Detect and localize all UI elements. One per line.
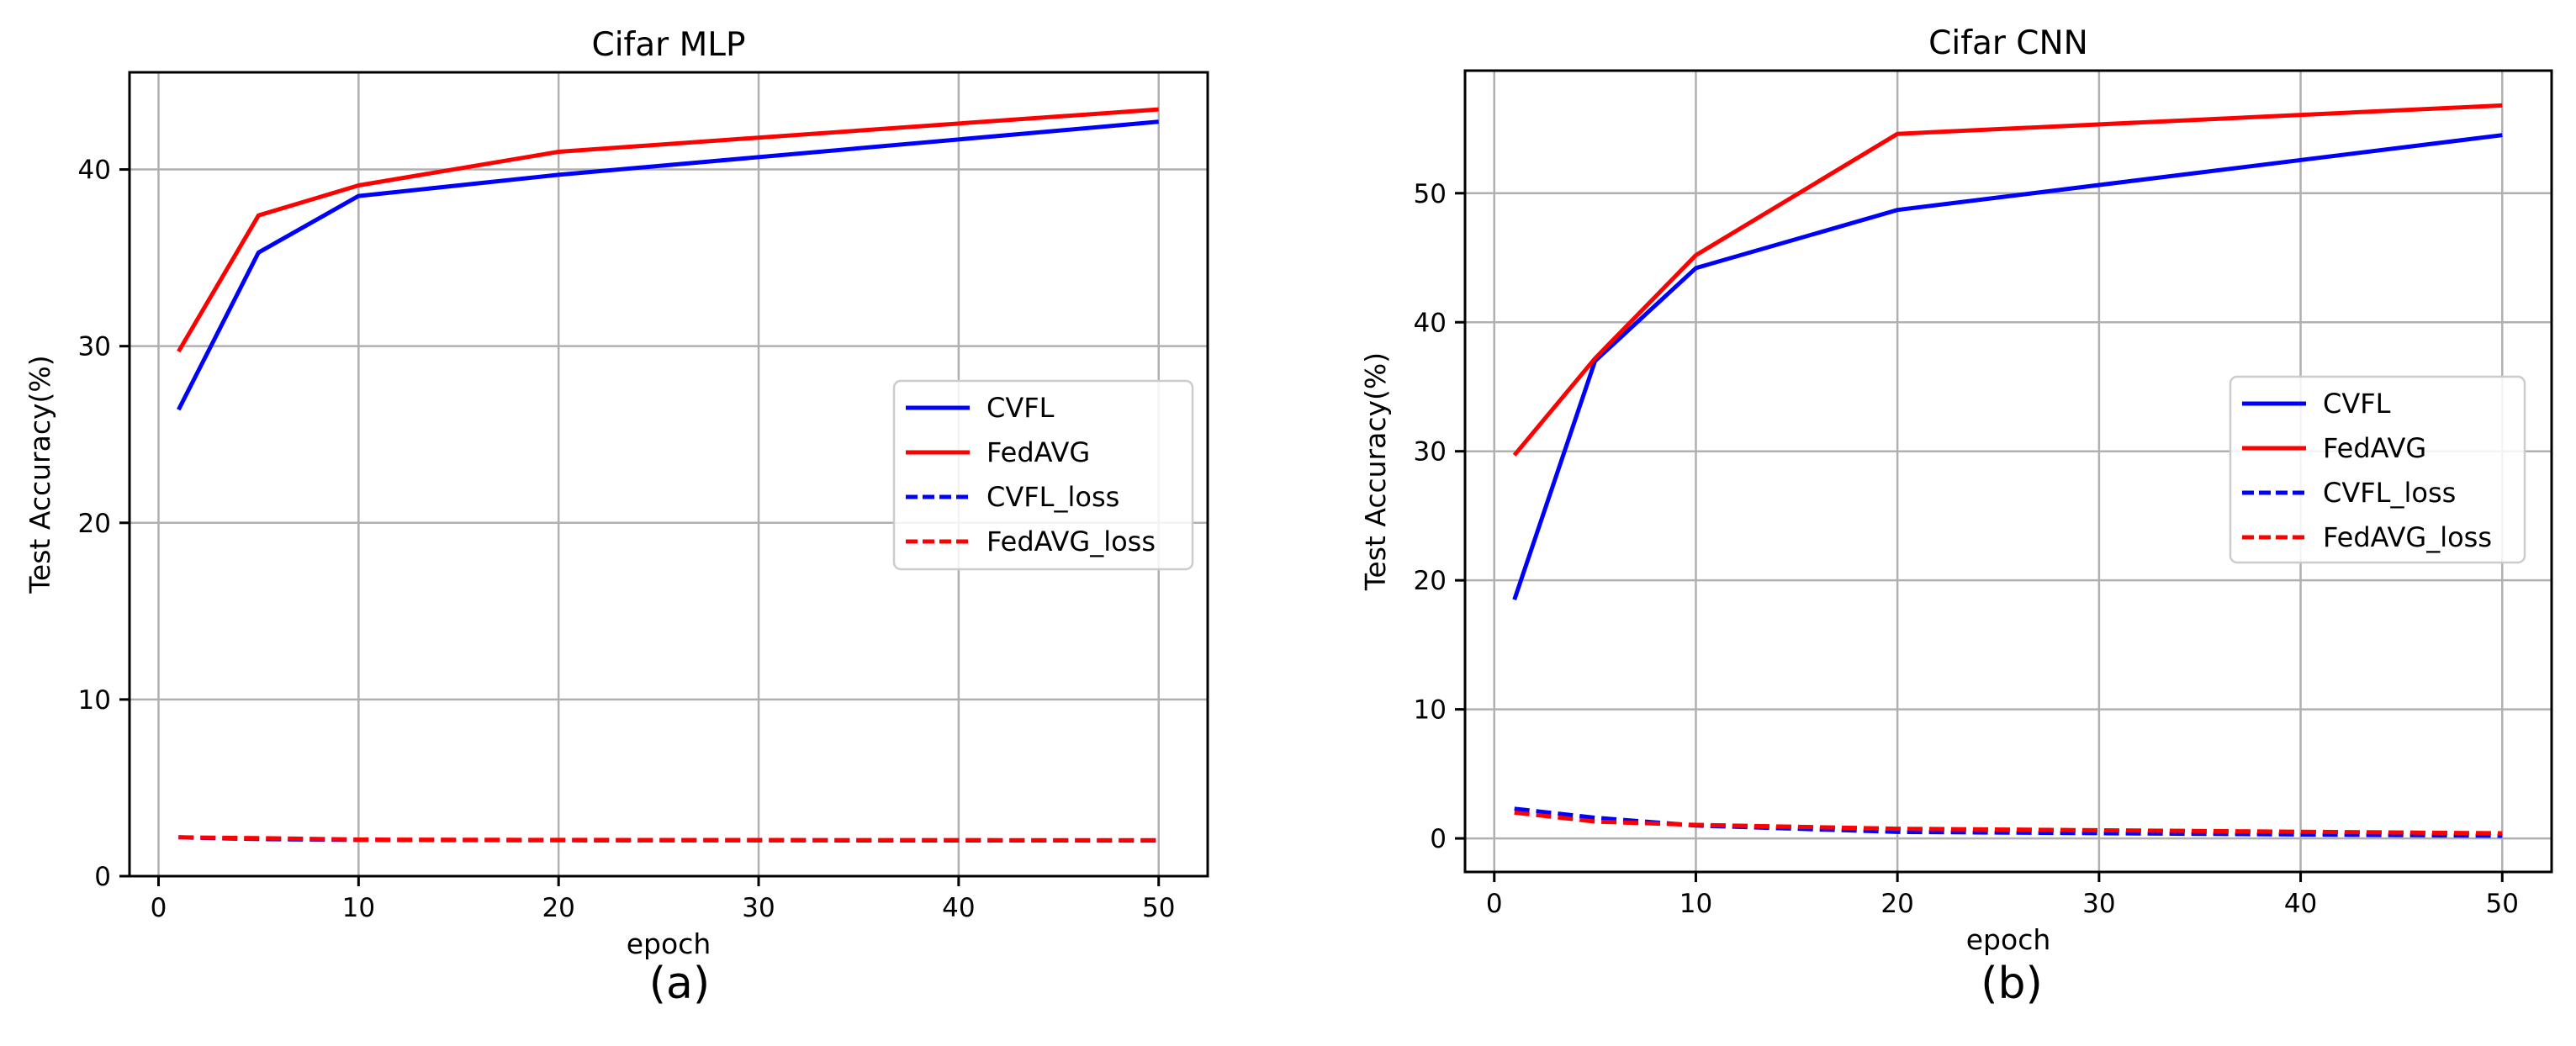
chart-b: 0 10 20 30 40 50 0 10 20 30 40 50 Cifar CNN epoch Test… (1359, 24, 2553, 956)
y-tick-label: 20 (1414, 566, 1447, 596)
x-tick-label: 20 (542, 893, 574, 923)
chart-a: 0 10 20 30 40 50 0 10 20 30 40 Cifar MLP epoch Test A… (24, 26, 1209, 960)
series-line-cvfl (1512, 133, 2503, 601)
series-line-cvfl (177, 119, 1159, 411)
y-tick-label: 10 (78, 685, 111, 716)
series-line-fedavg-loss (1514, 810, 2503, 836)
y-axis-label: Test Accuracy(%) (1359, 352, 1392, 591)
y-tick-label: 30 (1414, 437, 1447, 468)
x-tick-label: 10 (1679, 889, 1712, 919)
axes-frame (128, 71, 1209, 878)
legend-label: FedAVG (986, 436, 1090, 468)
x-tick-label: 0 (1486, 889, 1503, 919)
x-tick-label: 0 (151, 893, 167, 923)
y-tick-label: 30 (78, 332, 111, 362)
x-tick-label: 30 (742, 893, 775, 923)
axes-frame (1463, 69, 2553, 874)
legend-box (892, 379, 1194, 571)
x-tick-label: 50 (2486, 889, 2519, 919)
x-tick-label: 10 (342, 893, 375, 923)
y-tick-label: 50 (1414, 179, 1447, 209)
chart-title: Cifar CNN (1928, 24, 2088, 62)
caption-b: (b) (1981, 959, 2043, 1009)
x-tick-label: 50 (1142, 893, 1175, 923)
y-tick-label: 10 (1414, 695, 1447, 726)
y-axis-label: Test Accuracy(%) (24, 355, 56, 594)
x-tick-label: 40 (942, 893, 975, 923)
legend-label: CVFL (986, 392, 1055, 424)
series-line-fedavg-loss (178, 835, 1159, 843)
caption-a: (a) (648, 959, 711, 1009)
legend-label: CVFL_loss (2323, 477, 2456, 509)
y-tick-label: 40 (1414, 308, 1447, 338)
x-tick-label: 30 (2082, 889, 2115, 919)
y-tick-label: 20 (78, 509, 111, 539)
legend-box (2229, 375, 2526, 564)
legend-label: CVFL_loss (986, 481, 1119, 513)
legend-label: FedAVG_loss (2323, 521, 2492, 553)
chart-title: Cifar MLP (591, 26, 745, 64)
x-axis-label: epoch (627, 927, 711, 960)
legend-label: CVFL (2323, 388, 2391, 420)
y-tick-label: 40 (78, 156, 111, 186)
series-line-fedavg (177, 107, 1159, 353)
legend-label: FedAVG_loss (986, 526, 1156, 557)
x-tick-label: 20 (1880, 889, 1913, 919)
x-tick-label: 40 (2284, 889, 2317, 919)
x-axis-label: epoch (1966, 923, 2051, 956)
legend-label: FedAVG (2323, 432, 2426, 464)
series-line-fedavg (1512, 103, 2503, 457)
y-tick-label: 0 (1430, 824, 1447, 854)
y-tick-label: 0 (94, 862, 111, 892)
